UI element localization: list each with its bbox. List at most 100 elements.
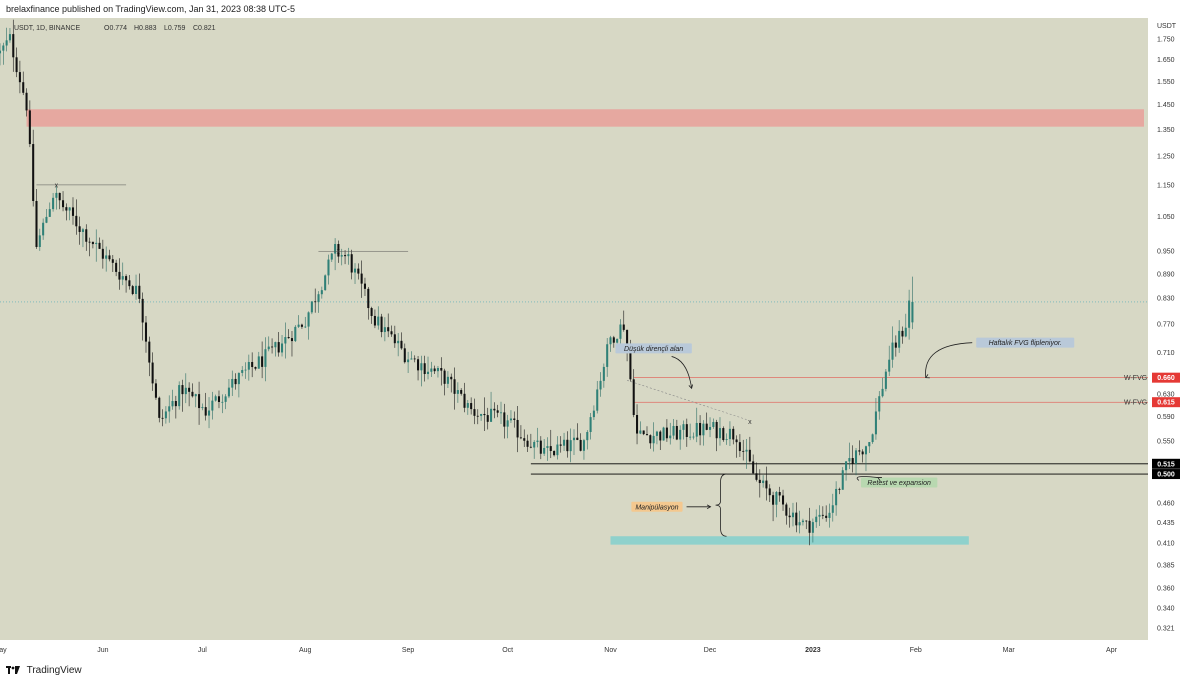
candle-body bbox=[191, 391, 194, 397]
manipulation-label: Manipülasyon bbox=[635, 504, 678, 511]
y-tick-0.410: 0.410 bbox=[1157, 540, 1175, 547]
candle-body bbox=[221, 401, 224, 403]
candle-body bbox=[131, 286, 134, 295]
candle-body bbox=[791, 512, 795, 518]
candle-body bbox=[12, 34, 15, 58]
candle-body bbox=[310, 301, 313, 313]
candle-body bbox=[95, 242, 98, 245]
candle-body bbox=[274, 342, 277, 348]
candle-body bbox=[881, 388, 884, 397]
low-resistance-label-box bbox=[615, 343, 692, 354]
candle-body bbox=[543, 447, 546, 454]
candle-body bbox=[151, 362, 154, 384]
low-resistance-arrow-head bbox=[688, 384, 693, 390]
candle-body bbox=[911, 301, 914, 323]
tradingview-logo-icon bbox=[6, 666, 20, 675]
candle-body bbox=[523, 438, 526, 441]
y-tick-1.250: 1.250 bbox=[1157, 153, 1175, 160]
candle-body bbox=[476, 415, 479, 417]
candle-body bbox=[211, 400, 214, 411]
y-tick-1.150: 1.150 bbox=[1157, 182, 1175, 189]
candle-body bbox=[247, 361, 250, 370]
candle-body bbox=[695, 422, 698, 437]
price-chart[interactable]: W-FVG 0.660 W-FVG 0.615 0.515 0.500 x x x Düşük… bbox=[0, 18, 1200, 660]
candle-body bbox=[636, 414, 639, 434]
candle-body bbox=[758, 479, 761, 484]
candle-body bbox=[403, 348, 406, 363]
x-tick-Dec: Dec bbox=[704, 647, 717, 654]
candle-body bbox=[317, 294, 320, 303]
candle-body bbox=[280, 343, 284, 353]
candle-body bbox=[490, 408, 493, 422]
candle-body bbox=[901, 330, 904, 337]
candle-body bbox=[795, 512, 798, 526]
candle-body bbox=[503, 412, 506, 427]
retest-arrow bbox=[856, 476, 878, 481]
candle-body bbox=[340, 255, 343, 257]
candle-body bbox=[606, 344, 609, 367]
candle-body bbox=[765, 480, 768, 489]
y-tick-0.890: 0.890 bbox=[1157, 271, 1175, 278]
candle-body bbox=[224, 396, 227, 402]
w-fvg-lower-tag bbox=[1152, 397, 1180, 408]
candle-body bbox=[858, 450, 861, 452]
candle-body bbox=[154, 383, 157, 398]
candle-body bbox=[327, 259, 330, 276]
candle-body bbox=[0, 50, 2, 54]
candle-body bbox=[576, 437, 579, 440]
candle-body bbox=[709, 426, 712, 430]
candle-body bbox=[174, 401, 177, 407]
range-high-tag bbox=[1152, 458, 1180, 469]
legend-close: C0.821 bbox=[193, 25, 216, 32]
candle-body bbox=[798, 522, 801, 526]
candle-body bbox=[370, 308, 373, 316]
candle-body bbox=[738, 442, 741, 451]
candle-body bbox=[888, 359, 891, 372]
candle-body bbox=[752, 461, 755, 474]
candle-body bbox=[111, 259, 114, 263]
resistance-zone bbox=[26, 109, 1145, 127]
y-tick-0.321: 0.321 bbox=[1157, 625, 1175, 632]
candle-body bbox=[121, 276, 124, 280]
x-tick-May: May bbox=[0, 647, 7, 654]
candle-body bbox=[509, 418, 512, 421]
candle-body bbox=[868, 442, 871, 447]
candle-body bbox=[208, 410, 211, 416]
candles-layer bbox=[0, 19, 914, 546]
candle-body bbox=[549, 446, 552, 452]
candle-body bbox=[125, 276, 128, 281]
candle-body bbox=[65, 207, 68, 211]
candle-body bbox=[874, 411, 877, 435]
candle-body bbox=[526, 440, 529, 447]
candle-body bbox=[904, 327, 907, 337]
candle-body bbox=[831, 505, 834, 513]
candle-body bbox=[413, 358, 416, 360]
candle-body bbox=[480, 413, 483, 416]
candle-body bbox=[722, 428, 725, 441]
y-tick-0.770: 0.770 bbox=[1157, 322, 1175, 329]
candle-body bbox=[158, 397, 161, 418]
candle-body bbox=[778, 492, 781, 496]
candle-body bbox=[728, 428, 731, 440]
y-tick-0.630: 0.630 bbox=[1157, 391, 1175, 398]
candle-body bbox=[28, 110, 31, 145]
candle-body bbox=[357, 268, 360, 274]
candle-body bbox=[45, 216, 48, 223]
candle-body bbox=[393, 334, 396, 344]
y-tick-1.050: 1.050 bbox=[1157, 214, 1175, 221]
time-axis[interactable]: May Jun Jul Aug Sep Oct Nov Dec 2023 Feb Mar Apr bbox=[0, 647, 1118, 654]
weekly-fvg-arrow bbox=[925, 342, 973, 378]
candle-body bbox=[466, 403, 469, 408]
candle-body bbox=[184, 387, 187, 395]
candle-body bbox=[85, 229, 88, 242]
price-axis[interactable]: 1.750 1.650 1.550 1.450 1.350 1.250 1.150 1.050… bbox=[1157, 37, 1175, 633]
candle-body bbox=[884, 371, 887, 389]
annotations-layer: Düşük dirençli alan Haftalık FVG flipleni… bbox=[615, 337, 1075, 537]
footer: TradingView bbox=[0, 660, 1200, 682]
candle-body bbox=[632, 379, 635, 415]
candle-body bbox=[101, 248, 104, 259]
candle-body bbox=[685, 424, 688, 438]
candle-body bbox=[669, 435, 672, 439]
candle-body bbox=[835, 488, 838, 506]
candle-body bbox=[894, 342, 897, 348]
